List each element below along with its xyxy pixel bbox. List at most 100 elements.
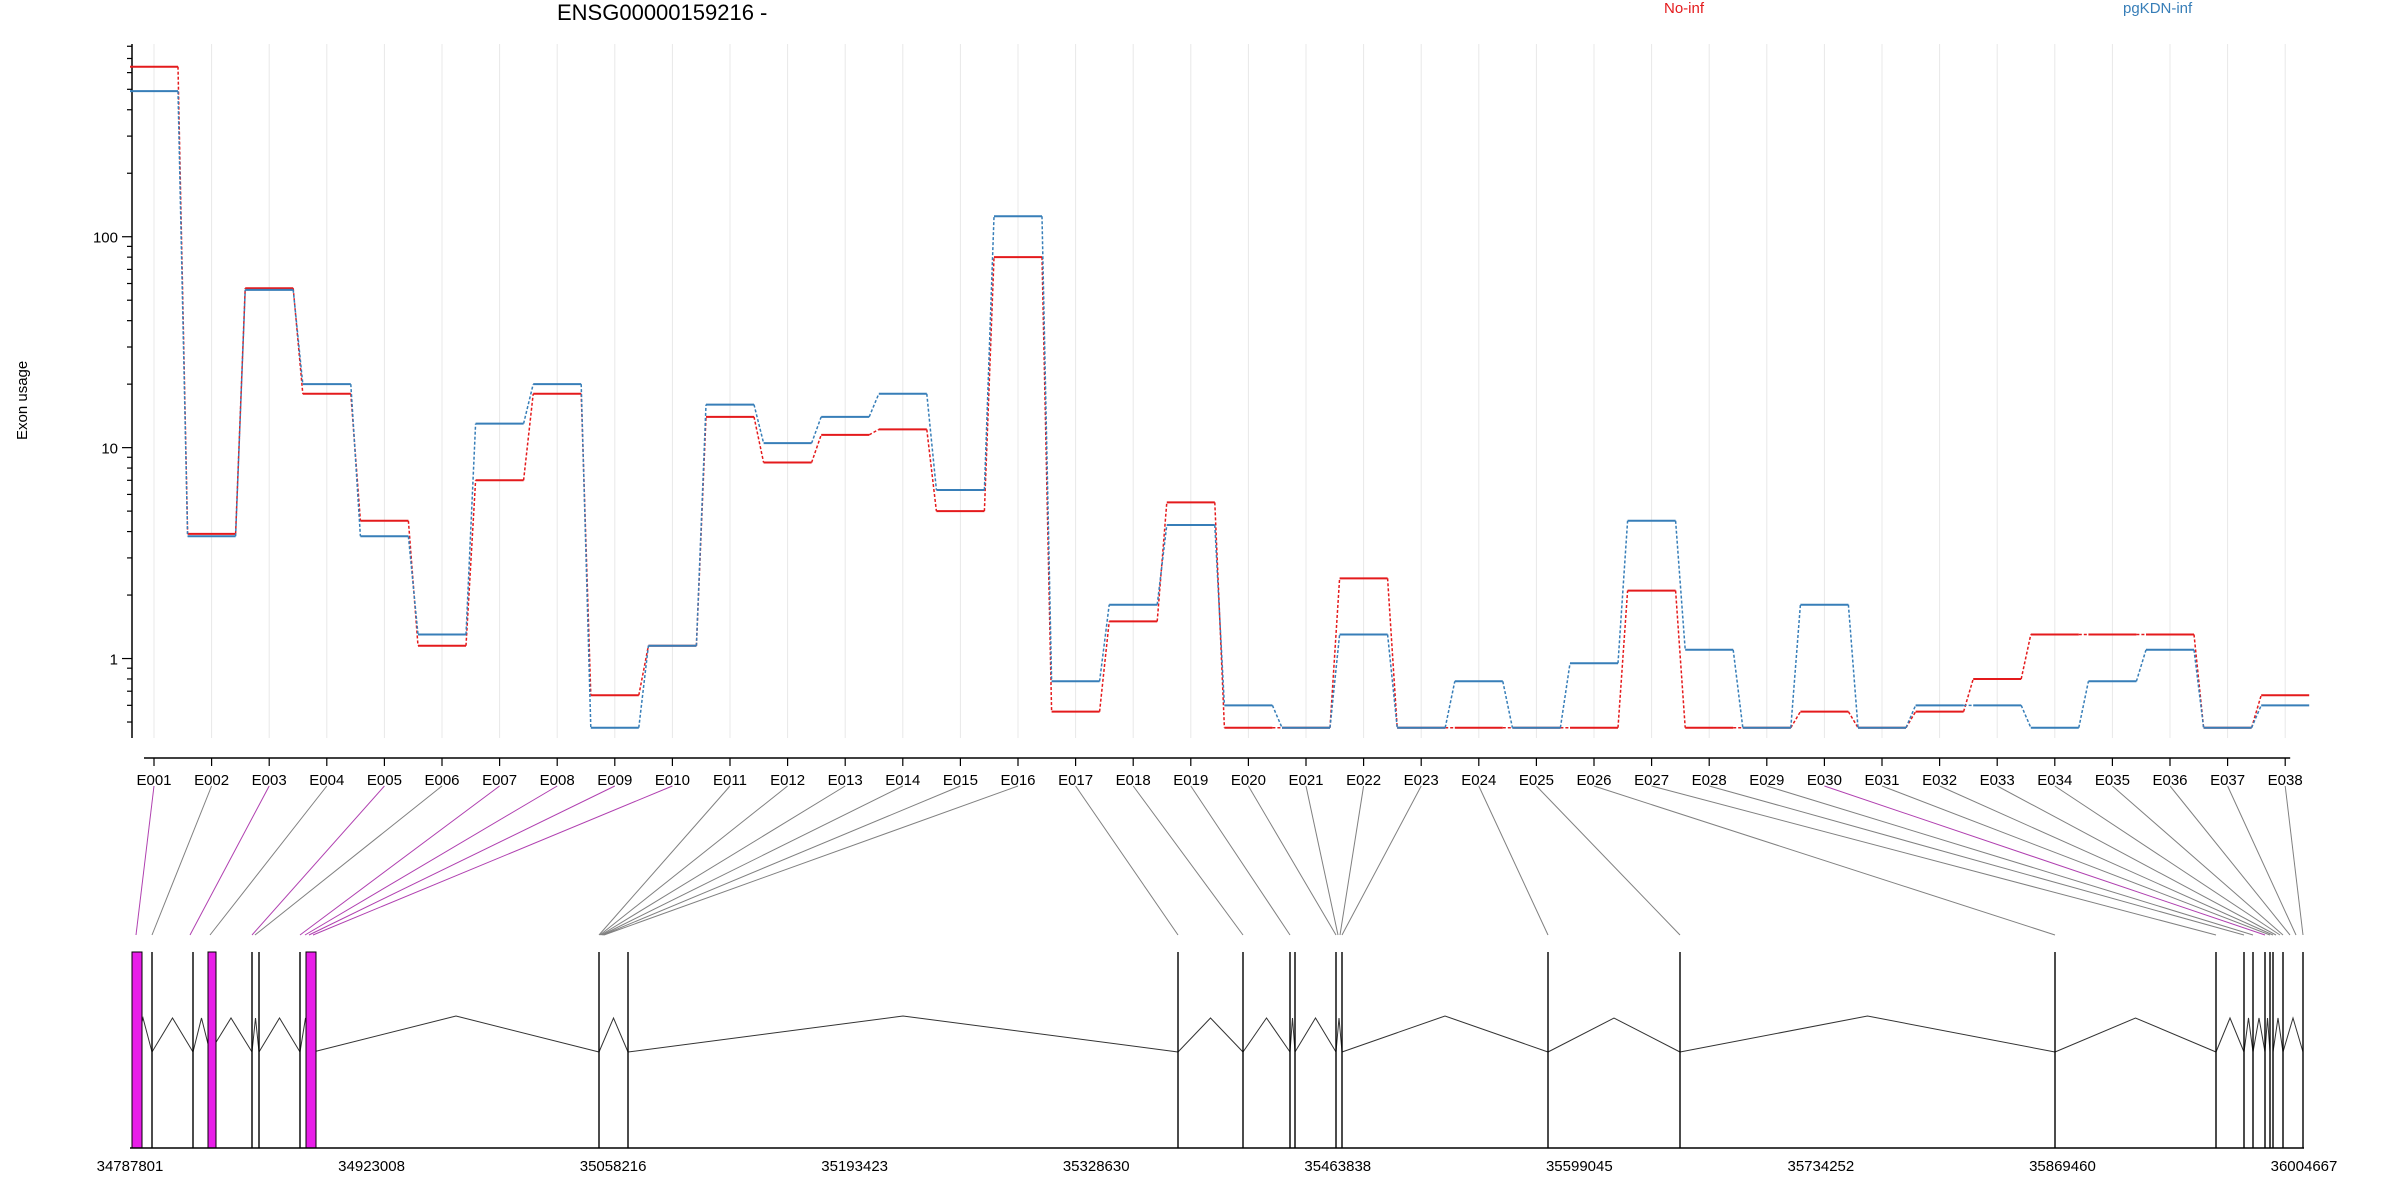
x-tick-label: E017: [1058, 772, 1093, 789]
series-connector: [1098, 604, 1110, 682]
exon-map-line: [600, 785, 846, 936]
series-connector: [983, 257, 995, 512]
genomic-tick-label: 36004667: [2271, 1158, 2338, 1175]
x-tick-label: E004: [309, 772, 344, 789]
intron-line: [1547, 1017, 1681, 1053]
series-connector: [1790, 711, 1802, 729]
x-tick-label: E027: [1634, 772, 1669, 789]
series-connector: [522, 383, 534, 424]
x-tick-label: E015: [943, 772, 978, 789]
intron-line: [1294, 1017, 1337, 1053]
series-connector: [1905, 705, 1917, 728]
genomic-tick-label: 34923008: [338, 1158, 405, 1175]
exon-map-line: [135, 785, 155, 936]
x-tick-label: E014: [885, 772, 920, 789]
x-tick-label: E019: [1173, 772, 1208, 789]
series-connector: [234, 289, 246, 537]
exon-map-line: [1478, 785, 1549, 936]
x-tick-label: E008: [540, 772, 575, 789]
intron-line: [2054, 1017, 2217, 1053]
series-connector: [465, 423, 477, 635]
highlighted-exon: [131, 951, 143, 1149]
x-tick-label: E002: [194, 772, 229, 789]
exon-map-line: [2284, 785, 2304, 936]
series-connector: [868, 428, 880, 436]
intron-line: [2243, 1017, 2254, 1053]
series-connector: [2020, 634, 2032, 680]
x-tick-label: E011: [713, 772, 747, 789]
series-connector: [1847, 711, 1859, 729]
intron-line: [598, 1016, 629, 1053]
exon-map-line: [209, 785, 328, 936]
series-connector: [810, 434, 822, 463]
series-connector: [1502, 681, 1514, 728]
series-connector: [1790, 604, 1802, 728]
intron-line: [312, 1015, 600, 1053]
series-connector: [1962, 678, 1974, 712]
x-tick-label: E026: [1576, 772, 1611, 789]
series-pgkdn-inf: [130, 90, 2310, 729]
series-connector: [407, 536, 419, 635]
series-connector: [2135, 649, 2147, 682]
intron-line: [2264, 1017, 2271, 1053]
x-tick-label: E009: [597, 772, 632, 789]
x-tick-label: E030: [1807, 772, 1842, 789]
exon-map-line: [598, 785, 731, 936]
x-tick-label: E038: [2268, 772, 2303, 789]
series-connector: [1617, 590, 1629, 728]
exon-map-line: [599, 785, 788, 936]
series-connector: [2078, 681, 2090, 728]
series-connector: [695, 416, 707, 646]
genomic-tick-label: 35463838: [1304, 1158, 1371, 1175]
series-connector: [1214, 524, 1226, 706]
exon-map-line: [1190, 785, 1291, 936]
series-connector: [465, 480, 477, 646]
intron-line: [258, 1017, 301, 1053]
intron-line: [2252, 1017, 2266, 1053]
x-tick-label: E025: [1519, 772, 1554, 789]
series-connector: [983, 216, 995, 490]
intron-line: [1679, 1015, 2056, 1053]
series-connector: [753, 404, 765, 444]
exon-map-line: [1996, 785, 2277, 936]
x-tick-label: E032: [1922, 772, 1957, 789]
x-tick-label: E018: [1116, 772, 1151, 789]
legend-no-inf: No-inf: [1664, 0, 1705, 17]
intron-line: [1341, 1015, 1549, 1053]
exon-map-line: [1593, 785, 2056, 936]
x-tick-label: E006: [424, 772, 459, 789]
intron-line: [627, 1015, 1179, 1053]
series-connector: [868, 393, 880, 418]
chart-title: ENSG00000159216 -: [557, 0, 768, 25]
series-connector: [810, 416, 822, 444]
exon-map-line: [2227, 785, 2297, 936]
series-connector: [522, 393, 534, 481]
genomic-tick-label: 35328630: [1063, 1158, 1130, 1175]
exon-map-line: [251, 785, 385, 936]
exon-map-line: [254, 785, 443, 936]
exon-map-line: [151, 785, 213, 936]
exon-map-line: [2054, 785, 2281, 936]
x-tick-label: E007: [482, 772, 517, 789]
intron-line: [1289, 1017, 1296, 1053]
series-connector: [1732, 649, 1744, 728]
x-tick-label: E022: [1346, 772, 1381, 789]
highlighted-exon: [207, 951, 217, 1149]
x-tick-label: E024: [1461, 772, 1496, 789]
genomic-tick-label: 34787801: [97, 1158, 164, 1175]
intron-line: [192, 1017, 211, 1053]
x-tick-label: E035: [2095, 772, 2130, 789]
series-connector: [1847, 604, 1859, 728]
x-tick-label: E028: [1692, 772, 1727, 789]
exon-map-line: [1709, 785, 2245, 936]
genomic-tick-label: 35599045: [1546, 1158, 1613, 1175]
x-tick-label: E023: [1404, 772, 1439, 789]
x-tick-label: E012: [770, 772, 805, 789]
series-connector: [1674, 520, 1686, 650]
genomic-tick-label: 35869460: [2029, 1158, 2096, 1175]
x-tick-label: E010: [655, 772, 690, 789]
exon-map-line: [1536, 785, 1681, 936]
series-connector: [292, 289, 304, 385]
series-connector: [2020, 705, 2032, 728]
